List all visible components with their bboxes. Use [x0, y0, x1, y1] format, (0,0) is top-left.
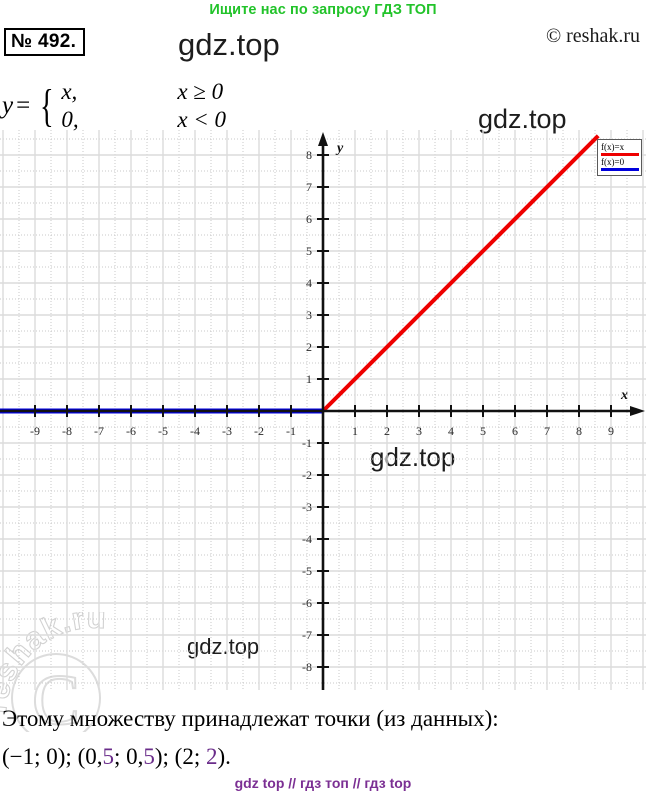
- y-tick-label: 3: [306, 308, 312, 322]
- chart-series: [0, 134, 600, 414]
- y-tick-label: 7: [306, 180, 312, 194]
- answer-part-f: 2: [205, 744, 218, 769]
- x-tick-label: -4: [190, 424, 200, 438]
- y-tick-label: -5: [302, 564, 312, 578]
- answer-part-e: ); (2;: [154, 744, 206, 769]
- answer-text-line-1: Этому множеству принадлежат точки (из да…: [2, 706, 499, 731]
- watermark-gdz-lower: gdz.top: [187, 634, 260, 659]
- x-tick-label: 7: [544, 424, 550, 438]
- y-tick-label: 1: [306, 372, 312, 386]
- x-tick-label: -7: [94, 424, 104, 438]
- x-tick-label: -2: [254, 424, 264, 438]
- exercise-number-badge: № 492.: [4, 28, 86, 56]
- answer-part-d: 5: [143, 744, 155, 769]
- formula-case-2: 0, x < 0: [61, 106, 226, 134]
- x-tick-label: 8: [576, 424, 582, 438]
- x-tick-label: -8: [62, 424, 72, 438]
- y-axis-label: y: [335, 141, 344, 156]
- x-tick-label: 1: [352, 424, 358, 438]
- answer-part-g: ).: [217, 744, 231, 769]
- x-tick-label: -3: [222, 424, 232, 438]
- x-tick-label: 5: [480, 424, 486, 438]
- y-tick-label: 4: [306, 276, 312, 290]
- y-tick-label: -7: [302, 628, 312, 642]
- legend-swatch-red: [601, 153, 639, 156]
- y-tick-label: -4: [302, 532, 312, 546]
- x-tick-label: -6: [126, 424, 136, 438]
- y-tick-label: -1: [302, 436, 312, 450]
- y-tick-label: -6: [302, 596, 312, 610]
- y-tick-label: -2: [302, 468, 312, 482]
- answer-text-line-2: (−1; 0); (0,5; 0,5); (2; 2).: [2, 744, 231, 770]
- chart-svg: -9-8-7-6-5-4-3-2-1123456789987654321-1-2…: [0, 130, 646, 690]
- watermark-gdz-top: gdz.top: [178, 27, 280, 62]
- x-tick-label: -1: [286, 424, 296, 438]
- x-tick-label: 6: [512, 424, 518, 438]
- promo-banner: Ищите нас по запросу ГДЗ ТОП: [209, 2, 437, 18]
- series-line-0: [321, 134, 600, 413]
- y-tick-label: 6: [306, 212, 312, 226]
- legend-label-fx-0: f(x)=0: [601, 157, 625, 167]
- y-tick-label: 8: [306, 148, 312, 162]
- legend-label-fx-x: f(x)=x: [601, 142, 625, 152]
- formula-case-1: x, x ≥ 0: [61, 78, 226, 106]
- axis-ticks: -9-8-7-6-5-4-3-2-1123456789987654321-1-2…: [30, 148, 614, 674]
- x-tick-label: -5: [158, 424, 168, 438]
- piecewise-formula: y = { x, x ≥ 0 0, x < 0: [2, 78, 226, 134]
- coordinate-plane-chart: -9-8-7-6-5-4-3-2-1123456789987654321-1-2…: [0, 130, 646, 690]
- legend-entry-0: f(x)=x: [601, 142, 639, 156]
- formula-case1-condition: x ≥ 0: [177, 79, 224, 104]
- y-tick-label: -8: [302, 660, 312, 674]
- legend-entry-1: f(x)=0: [601, 157, 639, 171]
- formula-case2-value: 0,: [61, 107, 79, 132]
- answer-part-b: 5: [102, 744, 114, 769]
- answer-part-c: ; 0,: [113, 744, 144, 769]
- y-tick-label: 5: [306, 244, 312, 258]
- x-tick-label: 3: [416, 424, 422, 438]
- y-tick-label: -3: [302, 500, 312, 514]
- axes: [0, 132, 645, 690]
- formula-case2-condition: x < 0: [177, 107, 227, 132]
- formula-case1-value: x,: [61, 79, 78, 104]
- axis-labels: xy: [335, 141, 628, 403]
- footer-links: gdz top // гдз топ // гдз top: [234, 775, 412, 791]
- x-tick-label: 2: [384, 424, 390, 438]
- watermark-gdz-middle: gdz.top: [370, 442, 456, 472]
- formula-brace: {: [40, 80, 54, 131]
- chart-legend: f(x)=x f(x)=0: [597, 139, 642, 176]
- watermark-gdz-upper-right: gdz.top: [478, 104, 567, 134]
- y-tick-label: 2: [306, 340, 312, 354]
- x-axis-label: x: [620, 388, 628, 403]
- copyright-notice: © reshak.ru: [545, 25, 640, 47]
- formula-lhs: y: [2, 92, 14, 119]
- x-tick-label: 9: [608, 424, 614, 438]
- legend-swatch-blue: [601, 168, 639, 171]
- x-tick-label: 4: [448, 424, 454, 438]
- answer-part-a: (−1; 0); (0,: [2, 744, 103, 769]
- x-tick-label: -9: [30, 424, 40, 438]
- formula-equals: =: [16, 92, 31, 119]
